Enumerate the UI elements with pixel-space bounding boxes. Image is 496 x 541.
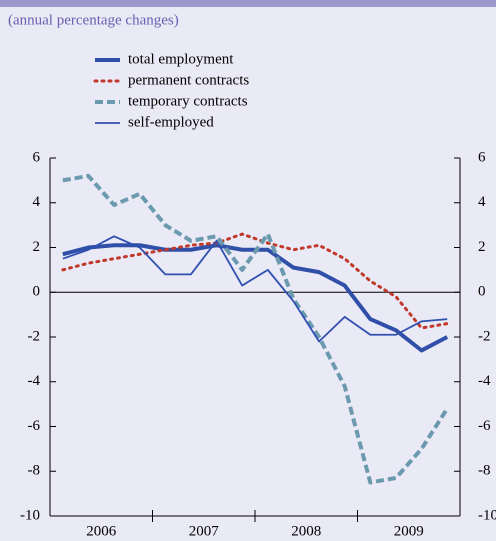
- y-tick-label: -10: [20, 507, 40, 523]
- legend-label: permanent contracts: [128, 72, 249, 88]
- y2-tick-label: -2: [478, 328, 491, 344]
- y-tick-label: 2: [33, 239, 41, 255]
- series-line: [62, 173, 449, 485]
- series-line: [62, 235, 448, 343]
- y-tick-label: -8: [28, 463, 41, 479]
- y2-tick-label: 2: [478, 239, 486, 255]
- y2-tick-label: -8: [478, 463, 491, 479]
- y-tick-label: -2: [28, 328, 41, 344]
- y2-tick-label: -4: [478, 373, 491, 389]
- x-tick-label: 2007: [189, 523, 220, 539]
- chart-subtitle: (annual percentage changes): [8, 12, 179, 28]
- y-tick-label: 6: [33, 149, 41, 165]
- x-tick-label: 2008: [291, 523, 321, 539]
- y2-tick-label: 6: [478, 149, 486, 165]
- y2-tick-label: 4: [478, 194, 486, 210]
- top-strip: [0, 0, 496, 7]
- y2-tick-label: -10: [478, 507, 496, 523]
- series-line: [61, 232, 449, 330]
- legend-label: total employment: [128, 51, 234, 67]
- y-tick-label: 0: [33, 284, 41, 300]
- y2-tick-label: -6: [478, 418, 491, 434]
- y-tick-label: 4: [33, 194, 41, 210]
- x-tick-label: 2006: [86, 523, 117, 539]
- y-tick-label: -6: [28, 418, 41, 434]
- legend-label: self-employed: [128, 114, 214, 130]
- x-tick-label: 2009: [394, 523, 424, 539]
- y2-tick-label: 0: [478, 284, 486, 300]
- y-tick-label: -4: [28, 373, 41, 389]
- legend-label: temporary contracts: [128, 93, 248, 109]
